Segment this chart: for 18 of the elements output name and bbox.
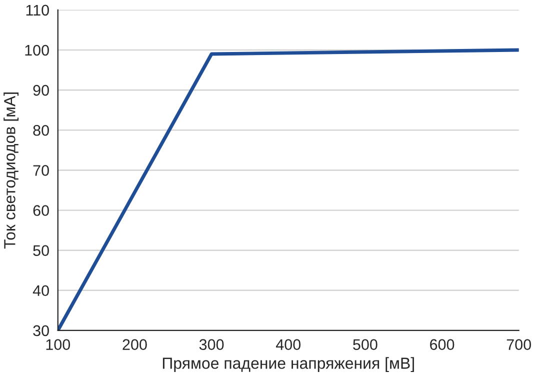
x-tick-label: 300: [199, 339, 224, 350]
x-tick-label: 100: [46, 339, 70, 350]
x-axis-title: Прямое падение напряжения [мВ]: [162, 357, 414, 372]
y-tick-label: 100: [25, 44, 49, 56]
x-tick-label: 600: [430, 339, 454, 350]
y-tick-label: 80: [33, 124, 49, 136]
y-tick-label: 40: [32, 285, 49, 296]
y-tick-label: 60: [33, 205, 49, 216]
x-tick-label: 200: [122, 339, 147, 350]
y-tick-label: 90: [33, 84, 49, 96]
x-tick-label: 700: [506, 339, 531, 350]
y-tick-label: 30: [33, 325, 49, 336]
y-tick-label: 70: [33, 165, 49, 176]
x-tick-label: 500: [353, 339, 378, 350]
y-axis-title: Ток светодиодов [мА]: [4, 92, 19, 249]
y-tick-label: 50: [33, 245, 49, 256]
x-tick-label: 400: [276, 339, 301, 350]
y-tick-label: 110: [26, 4, 49, 16]
